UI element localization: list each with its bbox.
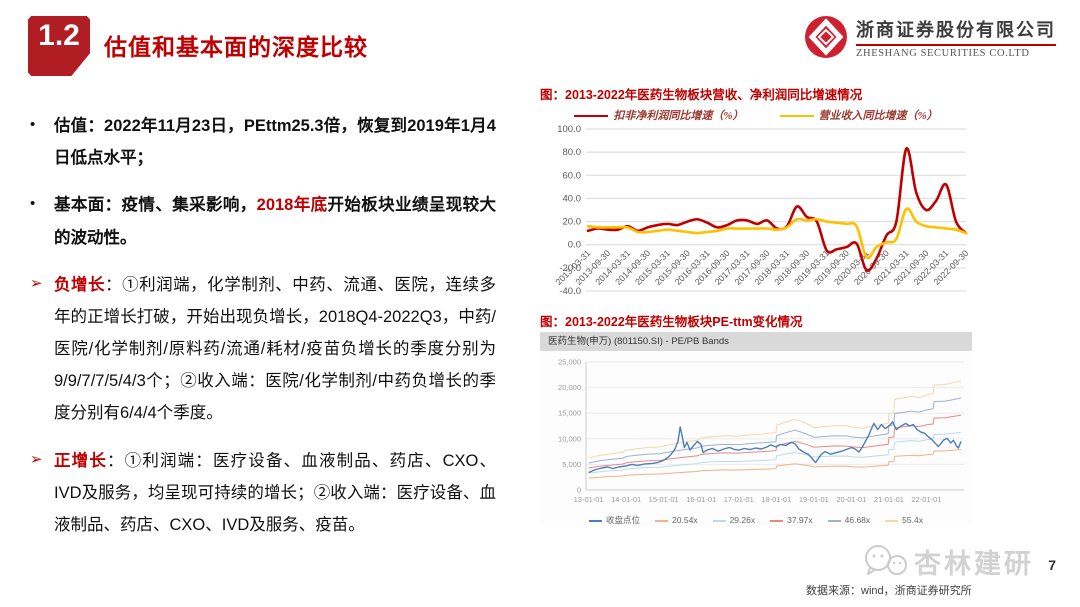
text-segment: ：①利润端：医疗设备、血液制品、药店、CXO、IVD及服务，均呈现可持续的增长；…	[54, 451, 497, 534]
bullet-marker: •	[30, 195, 36, 213]
company-logo-text: 浙商证券股份有限公司 ZHESHANG SECURITIES CO.LTD	[856, 16, 1056, 59]
pe-bands-panel: 医药生物(申万) (801150.SI) - PE/PB Bands 0 5,00…	[540, 332, 972, 526]
svg-text:14-01-01: 14-01-01	[611, 495, 641, 504]
bullet-item-3: ➢ 负增长：①利润端，化学制剂、中药、流通、医院，连续多年的正增长打破，开始出现负…	[30, 269, 496, 430]
legend-item: 营业收入同比增速（%）	[779, 107, 938, 123]
wechat-icon	[865, 544, 907, 575]
bullet-text: 基本面：疫情、集采影响，2018年底开始板块业绩呈现较大的波动性。	[54, 189, 496, 253]
legend-item: 扣非净利润同比增速（%）	[574, 107, 744, 123]
legend-item: 20.54x	[655, 515, 698, 525]
svg-text:0: 0	[577, 486, 581, 495]
section-number-badge: 1.2	[28, 16, 90, 76]
svg-text:21-01-01: 21-01-01	[874, 495, 904, 504]
svg-text:15-01-01: 15-01-01	[649, 495, 679, 504]
watermark: 杏林建研	[862, 542, 1034, 581]
text-segment: ：①利润端，化学制剂、中药、流通、医院，连续多年的正增长打破，开始出现负增长，2…	[54, 275, 497, 423]
data-source: 数据来源：wind，浙商证券研究所	[806, 585, 972, 597]
bullet-marker: •	[30, 116, 36, 133]
svg-text:10,000: 10,000	[558, 434, 581, 443]
text-segment: 开始板块业绩呈现较大的波动性。	[54, 196, 496, 247]
svg-text:25,000: 25,000	[558, 358, 581, 367]
legend-line-swatch	[712, 519, 726, 522]
svg-text:-40.0: -40.0	[559, 286, 581, 297]
svg-text:20-01-01: 20-01-01	[836, 495, 866, 504]
text-segment: 正增长	[54, 451, 107, 470]
pe-bands-chart: 0 5,000 10,000 15,000 20,000 25,000 13-01-01 14…	[558, 358, 964, 504]
text-column: • 估值：2022年11月23日，PEttm25.3倍，恢复到2019年1月4日低…	[30, 110, 496, 556]
company-name-cn: 浙商证券股份有限公司	[856, 16, 1056, 46]
svg-text:100.0: 100.0	[557, 124, 581, 135]
bullet-marker: ➢	[30, 450, 43, 468]
legend-line-swatch	[779, 115, 814, 118]
pe-bands-panel-header: 医药生物(申万) (801150.SI) - PE/PB Bands	[540, 332, 972, 351]
bullet-item-1: • 估值：2022年11月23日，PEttm25.3倍，恢复到2019年1月4日低…	[30, 110, 496, 174]
text-segment: 基本面：疫情、集采影响，	[54, 196, 257, 215]
text-segment: 2018年底	[256, 196, 328, 215]
bullet-list: • 估值：2022年11月23日，PEttm25.3倍，恢复到2019年1月4日低…	[30, 110, 496, 541]
svg-text:20,000: 20,000	[558, 383, 581, 392]
page-number: 7	[1048, 557, 1056, 573]
svg-text:16-01-01: 16-01-01	[686, 495, 716, 504]
legend-item: 46.68x	[827, 515, 870, 525]
legend-item: 37.97x	[770, 515, 813, 525]
legend-item: 收盘点位	[589, 514, 640, 526]
bullet-text: 正增长：①利润端：医疗设备、血液制品、药店、CXO、IVD及服务，均呈现可持续的…	[54, 445, 496, 542]
bullet-item-4: ➢ 正增长：①利润端：医疗设备、血液制品、药店、CXO、IVD及服务，均呈现可持续…	[30, 445, 496, 542]
company-logo: 浙商证券股份有限公司 ZHESHANG SECURITIES CO.LTD	[804, 15, 1056, 59]
svg-text:18-01-01: 18-01-01	[761, 495, 791, 504]
svg-text:13-01-01: 13-01-01	[574, 495, 604, 504]
svg-text:-20.0: -20.0	[559, 263, 581, 274]
svg-text:20.0: 20.0	[563, 217, 582, 228]
bullet-marker: ➢	[30, 274, 43, 292]
legend-line-swatch	[574, 115, 609, 118]
chart-column: 图：2013-2022年医药生物板块营收、净利润同比增速情况 扣非净利润同比增速…	[540, 84, 972, 526]
text-segment: 估值：2022年11月23日，PEttm25.3倍，恢复到2019年1月4日低点…	[54, 117, 496, 168]
svg-text:0.0: 0.0	[568, 240, 581, 251]
watermark-text: 杏林建研	[914, 549, 1034, 579]
bullet-text: 估值：2022年11月23日，PEttm25.3倍，恢复到2019年1月4日低点…	[54, 110, 496, 174]
text-segment: 负增长	[54, 275, 106, 294]
figure2-title: 图：2013-2022年医药生物板块PE-ttm变化情况	[540, 315, 803, 329]
figure1: 图：2013-2022年医药生物板块营收、净利润同比增速情况 扣非净利润同比增速…	[540, 84, 972, 301]
legend-item: 29.26x	[712, 515, 755, 525]
legend-line-swatch	[589, 519, 603, 522]
svg-text:19-01-01: 19-01-01	[799, 495, 829, 504]
bullet-item-2: • 基本面：疫情、集采影响，2018年底开始板块业绩呈现较大的波动性。	[30, 189, 496, 253]
company-name-en: ZHESHANG SECURITIES CO.LTD	[856, 47, 1030, 59]
legend-line-swatch	[885, 519, 899, 522]
svg-text:5,000: 5,000	[562, 460, 581, 469]
svg-text:40.0: 40.0	[563, 193, 582, 204]
company-logo-icon	[805, 16, 847, 58]
bullet-text: 负增长：①利润端，化学制剂、中药、流通、医院，连续多年的正增长打破，开始出现负增…	[54, 269, 496, 430]
section-number: 1.2	[38, 19, 80, 52]
figure2-legend: 收盘点位 20.54x 29.26x 37.97x 46.68x 55.4x	[540, 514, 972, 526]
svg-text:80.0: 80.0	[563, 147, 582, 158]
figure1-legend: 扣非净利润同比增速（%） 营业收入同比增速（%）	[540, 107, 972, 123]
svg-text:60.0: 60.0	[563, 170, 582, 181]
growth-line-chart: -40.0-20.00.020.040.060.080.0100.02013-0…	[554, 124, 971, 297]
legend-line-swatch	[827, 519, 841, 522]
legend-item: 55.4x	[885, 515, 923, 525]
svg-text:17-01-01: 17-01-01	[724, 495, 754, 504]
legend-line-swatch	[655, 519, 669, 522]
svg-text:15,000: 15,000	[558, 409, 581, 418]
page-title: 估值和基本面的深度比较	[104, 34, 368, 60]
svg-text:22-01-01: 22-01-01	[911, 495, 941, 504]
figure1-title: 图：2013-2022年医药生物板块营收、净利润同比增速情况	[540, 88, 863, 102]
legend-line-swatch	[770, 519, 784, 522]
figure2: 图：2013-2022年医药生物板块PE-ttm变化情况 医药生物(申万) (8…	[540, 311, 972, 526]
